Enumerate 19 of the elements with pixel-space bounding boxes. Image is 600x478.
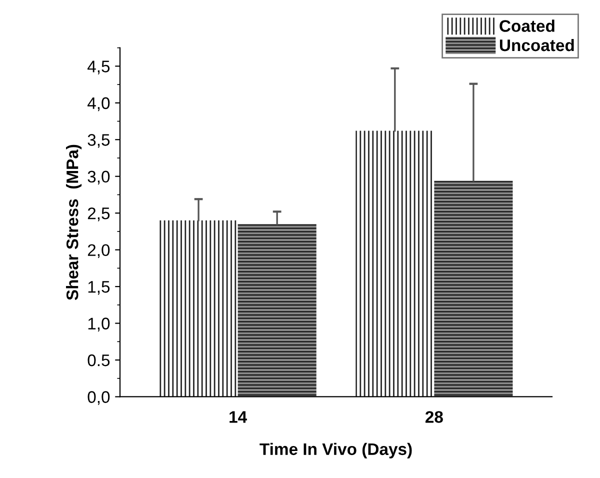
- x-axis-title: Time In Vivo (Days): [260, 442, 412, 458]
- y-tick-label: 2,5: [88, 207, 110, 222]
- y-tick-label: 0,0: [88, 391, 110, 405]
- bar: [434, 180, 513, 397]
- y-tick-label: 2,0: [88, 244, 110, 258]
- y-tick-label: 1,5: [88, 281, 110, 295]
- y-tick-label: 3,0: [88, 170, 110, 185]
- y-tick-label: 4,0: [87, 97, 110, 112]
- y-tick-label: 0.5: [88, 354, 110, 366]
- legend-label: Uncoated: [500, 38, 574, 52]
- y-tick-label: 1,0: [88, 318, 110, 332]
- bar: [159, 220, 238, 397]
- x-tick-label: 14: [230, 411, 247, 423]
- y-axis-title: Shear Stress (MPa): [66, 144, 82, 300]
- y-tick-label: 4,5: [87, 60, 110, 74]
- bar: [238, 224, 316, 397]
- x-tick-label: 28: [425, 411, 443, 423]
- y-tick-label: 3,5: [88, 134, 110, 148]
- legend-label: Coated: [500, 20, 554, 32]
